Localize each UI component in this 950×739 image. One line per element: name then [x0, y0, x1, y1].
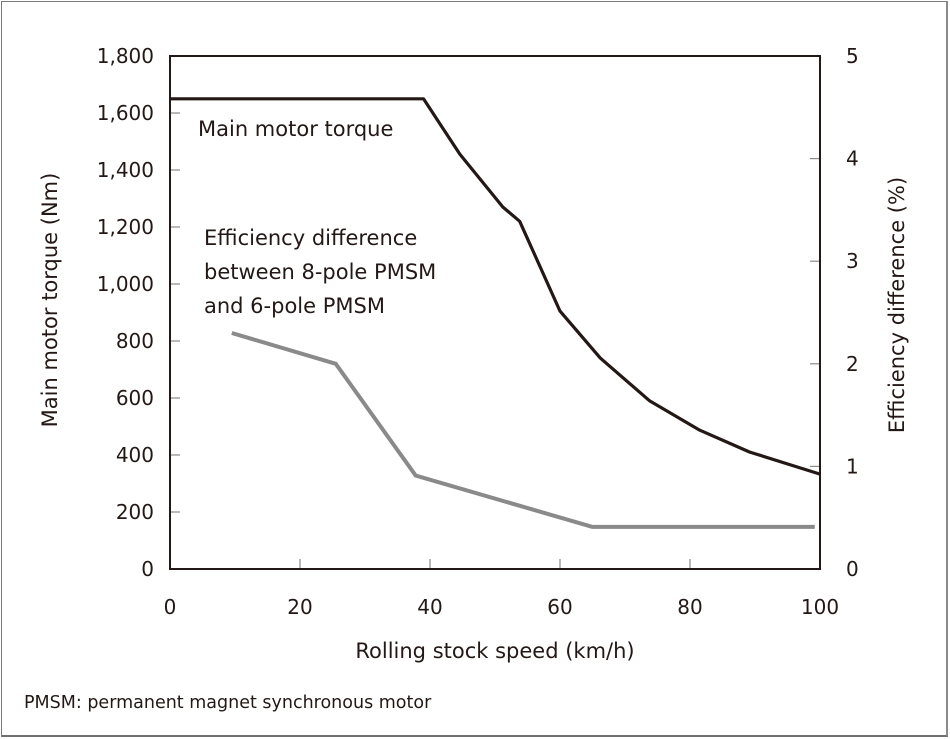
y-tick-label-left: 1,800 [97, 44, 154, 68]
efficiency-annotation-line-2: between 8-pole PMSM [204, 260, 436, 284]
y-tick-label-left: 1,200 [97, 215, 154, 239]
caption: PMSM: permanent magnet synchronous motor [24, 693, 432, 713]
y-tick-label-left: 1,000 [97, 272, 154, 296]
y-tick-label-right: 5 [846, 44, 859, 68]
y-axis-title-left: Main motor torque (Nm) [38, 173, 62, 428]
y-tick-label-right: 0 [846, 557, 859, 581]
y-tick-label-left: 1,600 [97, 101, 154, 125]
x-tick-label: 100 [801, 595, 839, 619]
y-tick-label-left: 200 [116, 500, 154, 524]
ticks-layer [170, 112, 820, 569]
y-tick-label-left: 1,400 [97, 158, 154, 182]
tick-labels-layer: 0 20 40 60 80 10002004006008001,0001,2001,400… [97, 44, 859, 619]
x-axis-title: Rolling stock speed (km/h) [355, 639, 634, 663]
x-tick-label: 80 [677, 595, 702, 619]
y-tick-label-right: 2 [846, 352, 859, 376]
y-tick-label-left: 0 [141, 557, 154, 581]
efficiency-difference-series-line [231, 331, 815, 529]
x-tick-label: 20 [287, 595, 312, 619]
y-tick-label-right: 4 [846, 147, 859, 171]
y-tick-label-left: 400 [116, 443, 154, 467]
x-tick-label: 0 [164, 595, 177, 619]
torque-annotation: Main motor torque [198, 117, 393, 141]
efficiency-annotation-line-1: Efficiency difference [204, 226, 417, 250]
efficiency-annotation-line-3: and 6-pole PMSM [204, 294, 385, 318]
x-tick-label: 60 [547, 595, 572, 619]
plot-area-border [169, 55, 821, 570]
y-tick-label-left: 600 [116, 386, 154, 410]
series-layer [170, 97, 821, 529]
y-axis-title-right: Efficiency difference (%) [885, 177, 909, 433]
y-tick-label-right: 1 [846, 454, 859, 478]
y-tick-label-right: 3 [846, 249, 859, 273]
torque-series-line [170, 97, 821, 476]
x-tick-label: 40 [417, 595, 442, 619]
y-tick-label-left: 800 [116, 329, 154, 353]
